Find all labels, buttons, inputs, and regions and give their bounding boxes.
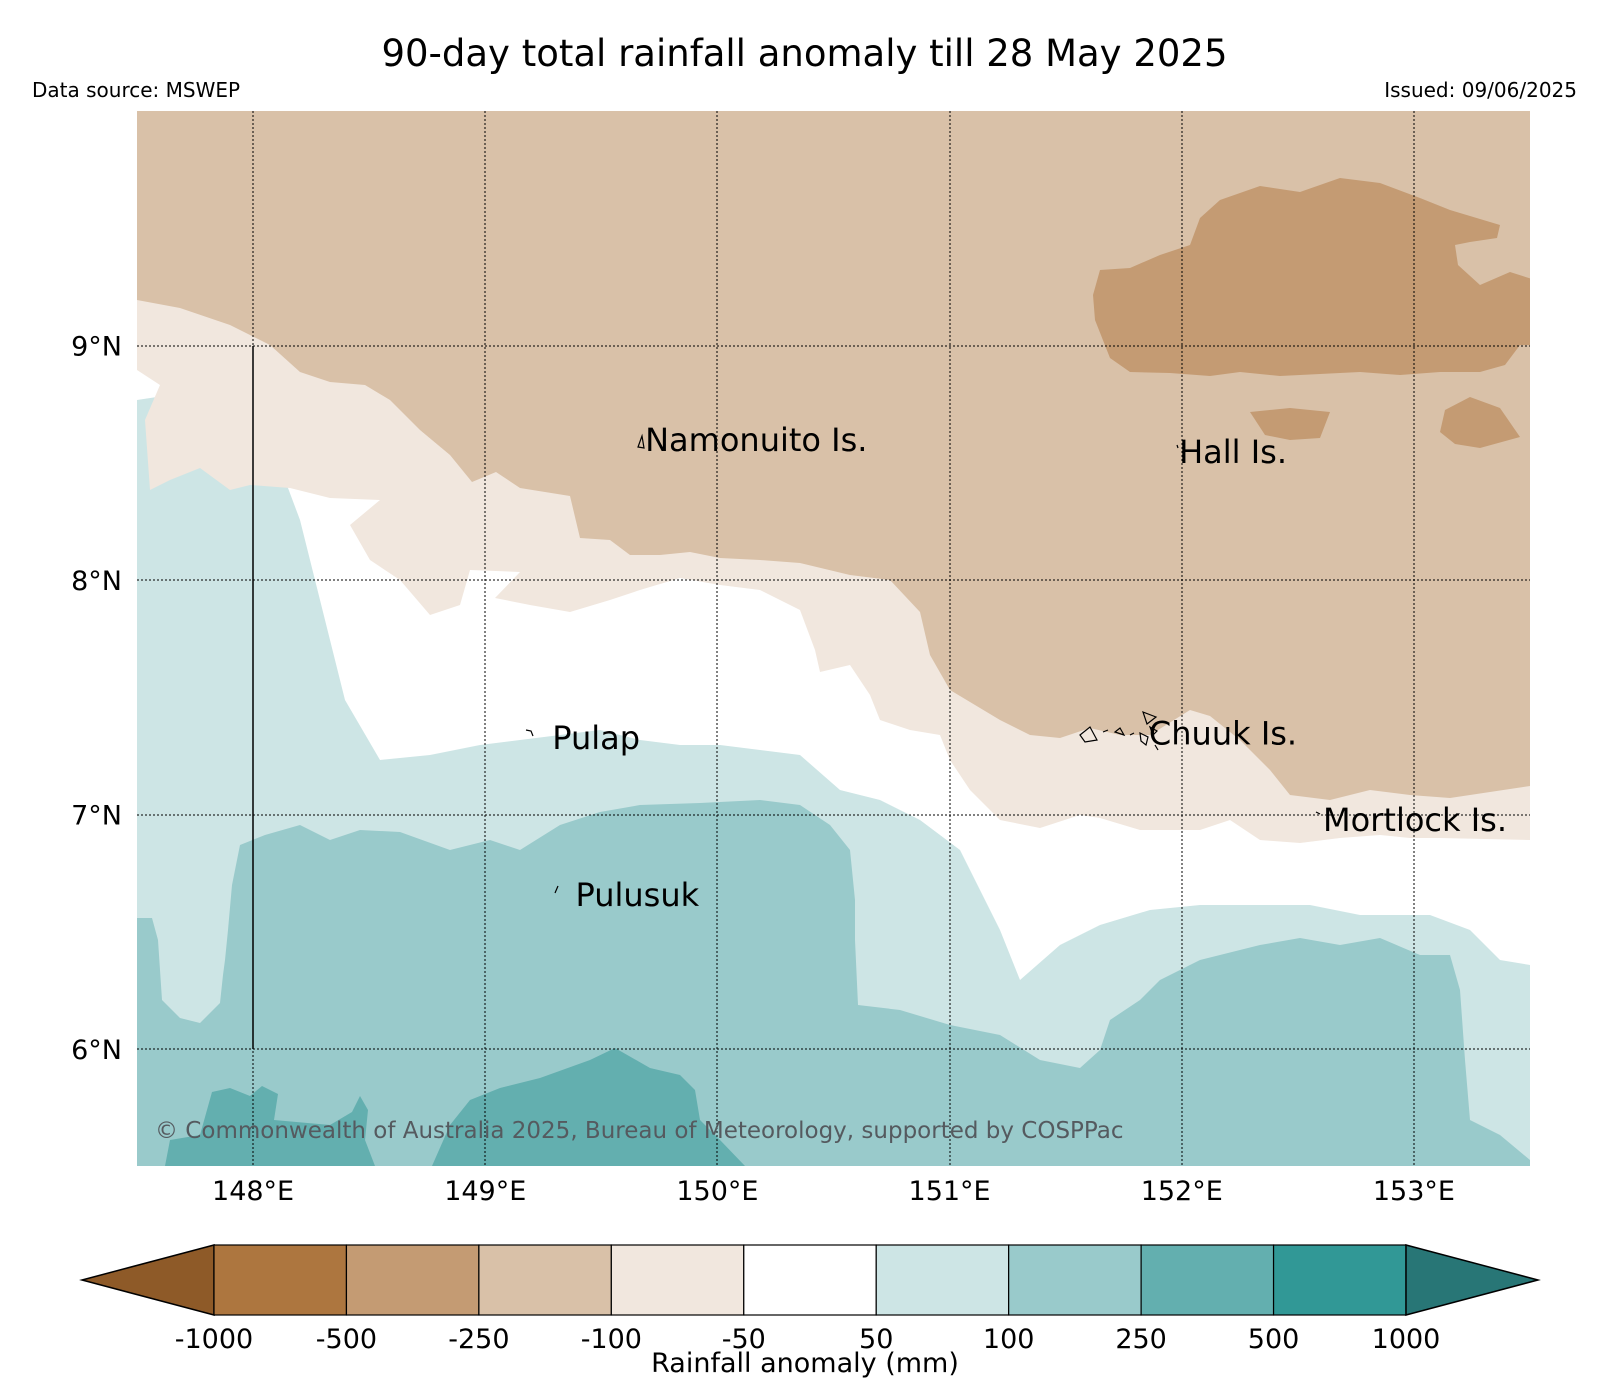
namonuito-reef [637, 433, 645, 449]
colorbar-tick: 500 [1248, 1324, 1300, 1355]
data-source: Data source: MSWEP [32, 78, 241, 102]
place-labels: Namonuito Is. Hall Is. Pulap Chuuk Is. Mortl… [552, 421, 1507, 914]
colorbar-swatch [345, 1244, 480, 1316]
colorbar-swatch [1140, 1244, 1275, 1316]
mortlock-reef [1315, 811, 1321, 815]
place-label-namonuito-is: Namonuito Is. [645, 421, 867, 459]
band-250-500-west [165, 1086, 375, 1166]
longitude-tick-labels: 148°E 149°E 150°E 151°E 152°E 153°E [212, 1176, 1455, 1207]
colorbar-tick: 50 [859, 1324, 893, 1355]
chuuk-lagoon-islands [1079, 710, 1159, 751]
place-label-hall-is: Hall Is. [1179, 433, 1287, 471]
band-250-500-south [432, 1048, 745, 1166]
graticule [137, 111, 1530, 1166]
lon-tick-150: 150°E [676, 1176, 758, 1207]
lon-tick-152: 152°E [1141, 1176, 1223, 1207]
colorbar-tick: -50 [722, 1324, 766, 1355]
place-label-chuuk-is: Chuuk Is. [1149, 714, 1297, 752]
lon-tick-153: 153°E [1373, 1176, 1455, 1207]
band-minus500-minus250-north [1093, 178, 1530, 376]
hall-reef [1176, 444, 1179, 449]
lon-tick-148: 148°E [212, 1176, 294, 1207]
band-minus500-minus250-east [1440, 397, 1520, 448]
band-minus500-minus250-mid [1250, 408, 1330, 440]
colorbar-tick: -500 [316, 1324, 377, 1355]
colorbar-swatch [875, 1244, 1010, 1316]
colorbar: -1000 -500 -250 -100 -50 50 100 250 500 1000 [79, 1244, 1541, 1355]
lat-tick-9: 9°N [71, 331, 122, 362]
map-title: 90-day total rainfall anomaly till 28 Ma… [381, 32, 1228, 75]
lon-tick-149: 149°E [444, 1176, 526, 1207]
place-label-pulap: Pulap [552, 719, 640, 757]
pulusuk-reef [554, 885, 559, 894]
colorbar-tick: -250 [448, 1324, 509, 1355]
colorbar-tick: -1000 [175, 1324, 253, 1355]
lat-tick-6: 6°N [71, 1035, 122, 1066]
colorbar-extend-low [79, 1244, 215, 1316]
colorbar-tick: 250 [1115, 1324, 1167, 1355]
colorbar-extend-high [1405, 1244, 1541, 1316]
colorbar-tick: 1000 [1372, 1324, 1441, 1355]
lon-tick-151: 151°E [909, 1176, 991, 1207]
colorbar-label: Rainfall anomaly (mm) [651, 1348, 959, 1379]
issued-date: Issued: 09/06/2025 [1384, 78, 1577, 102]
copyright-text: © Commonwealth of Australia 2025, Bureau… [155, 1118, 1124, 1144]
map-area: © Commonwealth of Australia 2025, Bureau… [137, 111, 1530, 1166]
colorbar-swatch [1272, 1244, 1407, 1316]
colorbar-swatch [478, 1244, 612, 1316]
colorbar-swatch [213, 1244, 348, 1316]
colorbar-swatch [1008, 1244, 1142, 1316]
colorbar-tick: 100 [983, 1324, 1035, 1355]
pulap-reef [525, 729, 534, 737]
lat-tick-8: 8°N [71, 566, 122, 597]
colorbar-swatch [743, 1244, 877, 1316]
colorbar-swatch [610, 1244, 745, 1316]
place-label-pulusuk: Pulusuk [575, 876, 699, 914]
place-label-mortlock-is: Mortlock Is. [1323, 801, 1507, 839]
island-outlines [525, 433, 1321, 894]
latitude-tick-labels: 9°N 8°N 7°N 6°N [71, 331, 122, 1065]
lat-tick-7: 7°N [71, 800, 122, 831]
colorbar-tick: -100 [581, 1324, 642, 1355]
